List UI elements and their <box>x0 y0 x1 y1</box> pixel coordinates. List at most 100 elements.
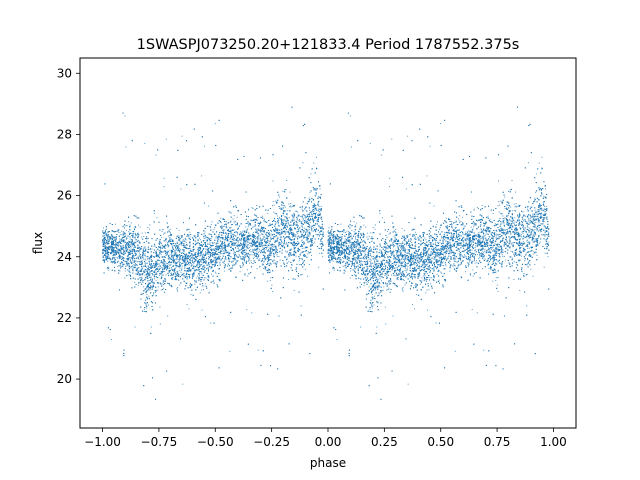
data-point <box>264 218 266 220</box>
data-point <box>272 246 274 248</box>
data-point <box>149 287 151 289</box>
data-point <box>267 254 269 256</box>
data-point <box>156 272 158 274</box>
data-point <box>413 254 415 256</box>
data-point <box>471 249 473 251</box>
data-point <box>524 260 526 262</box>
data-point <box>367 251 369 253</box>
data-point <box>230 226 232 228</box>
data-point <box>279 259 281 261</box>
data-point <box>487 264 489 266</box>
data-point <box>242 230 244 232</box>
data-point <box>400 243 402 245</box>
data-point <box>446 225 448 227</box>
data-point <box>149 228 151 230</box>
data-point <box>115 253 117 255</box>
data-point <box>388 267 390 269</box>
data-point <box>534 226 536 228</box>
data-point <box>377 280 379 282</box>
data-point <box>133 263 135 265</box>
data-point <box>192 249 194 251</box>
data-point <box>272 201 274 203</box>
data-point <box>438 256 440 258</box>
data-point <box>188 238 190 240</box>
data-point <box>214 227 216 229</box>
data-point <box>346 249 348 251</box>
data-point <box>421 258 423 260</box>
data-point <box>381 217 383 219</box>
data-point <box>403 273 405 275</box>
data-point <box>123 250 125 252</box>
data-point <box>181 265 183 267</box>
data-point <box>480 224 482 226</box>
data-point <box>173 271 175 273</box>
data-point <box>528 210 530 212</box>
data-point <box>522 211 524 213</box>
data-point <box>527 208 529 210</box>
data-point <box>163 267 165 269</box>
data-point <box>434 241 436 243</box>
data-point <box>403 275 405 277</box>
data-point <box>544 211 546 213</box>
data-point <box>233 215 235 217</box>
data-point <box>150 281 152 283</box>
data-point <box>428 244 430 246</box>
data-point <box>227 244 229 246</box>
data-point <box>459 258 461 260</box>
data-point <box>496 248 498 250</box>
data-point <box>340 239 342 241</box>
data-point <box>210 254 212 256</box>
data-point <box>445 261 447 263</box>
data-point <box>322 241 324 243</box>
data-point <box>187 256 189 258</box>
data-point <box>317 195 319 197</box>
data-point <box>259 248 261 250</box>
data-point <box>237 236 239 238</box>
data-point <box>349 239 351 241</box>
data-point <box>421 277 423 279</box>
data-point <box>117 229 119 231</box>
data-point <box>403 279 405 281</box>
data-point <box>534 241 536 243</box>
data-point <box>459 220 461 222</box>
data-point <box>387 245 389 247</box>
data-point <box>335 259 337 261</box>
data-point <box>249 246 251 248</box>
data-point <box>237 260 239 262</box>
data-point <box>169 261 171 263</box>
data-point <box>538 162 540 164</box>
data-point <box>372 262 374 264</box>
data-point <box>403 245 405 247</box>
data-point <box>355 226 357 228</box>
data-point <box>171 245 173 247</box>
data-point <box>439 254 441 256</box>
data-point <box>388 281 390 283</box>
data-point <box>443 239 445 241</box>
data-point <box>147 269 149 271</box>
data-point <box>180 271 182 273</box>
data-point <box>494 269 496 271</box>
data-point <box>387 274 389 276</box>
data-point <box>430 231 432 233</box>
data-point <box>338 244 340 246</box>
data-point <box>357 243 359 245</box>
data-point <box>537 213 539 215</box>
data-point <box>114 255 116 257</box>
data-point <box>212 249 214 251</box>
data-point <box>519 213 521 215</box>
data-point <box>112 249 114 251</box>
data-point <box>107 253 109 255</box>
data-point <box>414 268 416 270</box>
data-point <box>133 247 135 249</box>
data-point <box>157 283 159 285</box>
data-point <box>445 253 447 255</box>
data-point <box>240 240 242 242</box>
data-point <box>132 248 134 250</box>
data-point <box>128 245 130 247</box>
data-point <box>481 237 483 239</box>
data-point <box>495 255 497 257</box>
data-point <box>497 246 499 248</box>
data-point <box>404 264 406 266</box>
data-point <box>153 271 155 273</box>
data-point <box>197 259 199 261</box>
